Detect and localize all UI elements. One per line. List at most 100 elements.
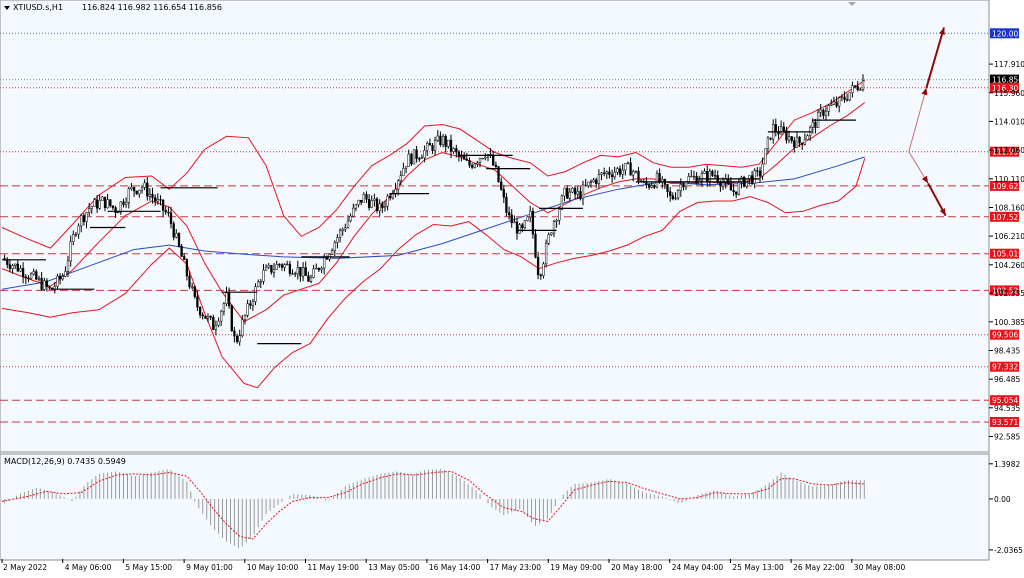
candle-body-307 — [814, 121, 817, 128]
candle-body-225 — [597, 174, 601, 184]
candle-body-209 — [555, 220, 558, 222]
candle-body-172 — [457, 151, 461, 157]
candle-body-20 — [56, 275, 59, 287]
candle-body-62 — [167, 211, 170, 214]
price-tick-label-5: 102.335 — [994, 289, 1024, 298]
candle-body-208 — [552, 221, 556, 234]
candle-body-238 — [632, 171, 635, 176]
candle-body-303 — [803, 139, 807, 145]
candle-body-35 — [95, 199, 99, 209]
candle-body-199 — [529, 210, 532, 218]
candle-body-296 — [785, 130, 788, 141]
candle-body-48 — [130, 186, 133, 190]
candle-body-59 — [159, 199, 162, 201]
candle-body-91 — [243, 315, 247, 321]
candle-body-231 — [613, 171, 616, 178]
candle-body-79 — [212, 317, 215, 330]
candle-body-318 — [843, 96, 846, 100]
time-tick-label-11: 24 May 04:00 — [672, 563, 724, 572]
candle-body-40 — [109, 199, 112, 207]
candle-body-185 — [492, 155, 495, 166]
candle-body-277 — [735, 191, 738, 195]
forecast-arrow-head-0 — [921, 87, 928, 96]
candle-body-145 — [386, 195, 389, 207]
candle-body-324 — [859, 89, 862, 91]
candle-body-105 — [280, 264, 284, 268]
forecast-arrow-head-2 — [921, 175, 929, 184]
candle-body-138 — [367, 199, 371, 208]
candle-body-197 — [523, 220, 527, 229]
candle-body-86 — [230, 305, 233, 332]
candle-body-266 — [706, 171, 709, 182]
candle-body-37 — [101, 196, 104, 201]
time-tick-label-10: 20 May 18:00 — [611, 563, 663, 572]
level-label-bg-3 — [990, 146, 1019, 157]
time-axis: 2 May 2022 4 May 06:00 5 May 15:00 9 May 01… — [1, 559, 905, 572]
candle-body-125 — [333, 242, 336, 251]
candle-body-58 — [156, 199, 159, 202]
candle-body-95 — [254, 286, 257, 302]
candle-body-195 — [518, 224, 521, 234]
candle-body-205 — [544, 242, 548, 265]
candle-body-56 — [151, 193, 154, 198]
candle-body-11 — [32, 271, 35, 275]
candle-body-6 — [19, 268, 22, 272]
level-label-11: 93.571 — [992, 418, 1018, 427]
candle-body-25 — [69, 241, 72, 262]
price-tick-label-1: 94.535 — [994, 404, 1020, 413]
level-label-bg-7 — [990, 285, 1019, 296]
candle-body-163 — [433, 140, 437, 151]
candle-body-63 — [169, 212, 173, 224]
candle-body-94 — [251, 301, 255, 306]
candle-body-299 — [793, 140, 796, 148]
candle-body-153 — [407, 153, 410, 167]
candle-body-288 — [764, 148, 767, 165]
price-tick-label-13: 117.910 — [994, 60, 1024, 69]
candle-body-271 — [719, 181, 722, 187]
candle-body-111 — [296, 266, 299, 274]
candle-body-67 — [180, 245, 183, 257]
candle-body-134 — [357, 199, 360, 206]
candle-body-215 — [571, 187, 574, 193]
candle-body-221 — [587, 181, 590, 186]
level-label-bg-11 — [990, 417, 1019, 427]
candle-body-70 — [188, 275, 191, 288]
candle-body-189 — [502, 189, 505, 198]
price-tick-label-0: 92.585 — [994, 433, 1020, 442]
candle-body-143 — [381, 203, 384, 209]
price-tick-label-11: 114.010 — [994, 117, 1024, 126]
symbol-dropdown-icon[interactable] — [4, 6, 10, 10]
candle-body-214 — [568, 191, 571, 199]
candle-body-309 — [819, 109, 822, 113]
candle-body-196 — [521, 224, 524, 229]
candle-body-219 — [581, 184, 585, 199]
chart-shift-marker[interactable] — [848, 2, 856, 6]
candle-body-65 — [175, 233, 178, 238]
candle-body-276 — [732, 190, 735, 193]
level-label-bg-5 — [990, 211, 1019, 222]
candle-body-247 — [655, 173, 659, 188]
candle-body-97 — [259, 281, 262, 283]
candle-body-21 — [58, 275, 62, 280]
candle-body-283 — [750, 175, 754, 184]
candle-body-285 — [756, 170, 759, 172]
time-tick-label-13: 26 May 22:00 — [793, 563, 845, 572]
candle-body-224 — [595, 179, 598, 184]
price-tick-label-3: 98.435 — [994, 347, 1020, 356]
candle-body-162 — [431, 145, 434, 151]
candle-body-192 — [510, 214, 513, 224]
candle-body-286 — [758, 170, 762, 177]
candle-body-2 — [8, 264, 12, 269]
candle-body-33 — [90, 206, 93, 209]
candle-body-57 — [154, 197, 157, 202]
level-label-5: 107.525 — [992, 213, 1023, 222]
candle-body-80 — [214, 325, 218, 330]
candle-body-49 — [132, 186, 136, 192]
candle-body-227 — [603, 172, 606, 174]
macd-axis: 1.3982 0.00 -2.0365 — [989, 460, 1023, 555]
candle-body-269 — [713, 175, 717, 177]
macd-panel[interactable] — [0, 453, 990, 561]
candle-body-181 — [481, 157, 484, 160]
candle-body-47 — [127, 188, 130, 203]
